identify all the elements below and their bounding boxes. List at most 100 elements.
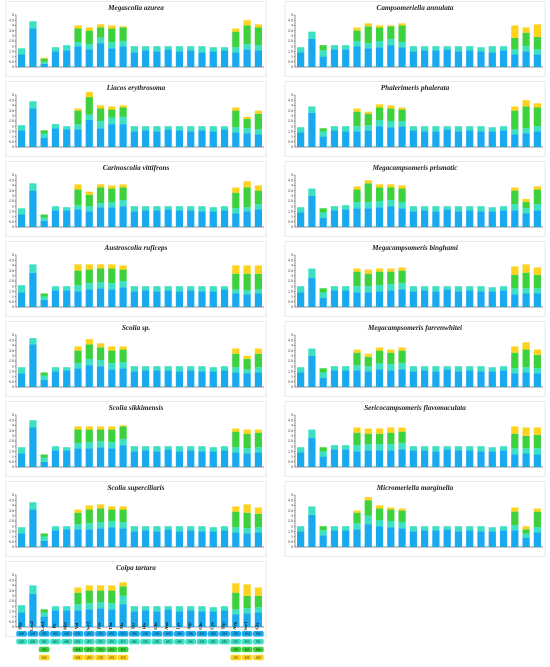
bar-segment bbox=[209, 131, 217, 147]
bar-segment bbox=[29, 272, 37, 307]
codon-label: GGA bbox=[256, 648, 261, 651]
bar-segment bbox=[254, 527, 262, 533]
bar-segment bbox=[85, 585, 93, 591]
bar-segment bbox=[142, 50, 150, 67]
panel-title: Megascolia azurea bbox=[107, 4, 164, 12]
bar-segment bbox=[353, 529, 361, 547]
bar-segment bbox=[319, 288, 327, 293]
bar-segment bbox=[488, 447, 496, 452]
y-tick-label: 1 bbox=[291, 535, 293, 539]
codon-label: UUU bbox=[19, 633, 24, 636]
bar-segment bbox=[454, 526, 463, 532]
bar-segment bbox=[220, 50, 229, 67]
codon-label: GGU bbox=[256, 633, 261, 636]
bar-segment bbox=[198, 286, 206, 292]
bar-segment bbox=[533, 434, 541, 449]
bar-segment bbox=[330, 530, 339, 547]
bar-segment bbox=[187, 50, 195, 67]
bar-segment bbox=[387, 427, 395, 433]
bar-segment bbox=[18, 453, 26, 467]
bar-segment bbox=[364, 23, 372, 27]
y-tick-label: 0.5 bbox=[9, 460, 14, 464]
y-tick-label: 2.5 bbox=[288, 519, 293, 523]
y-tick-label: 3.5 bbox=[288, 429, 293, 433]
y-tick-label: 0.5 bbox=[9, 140, 14, 144]
bar-segment bbox=[319, 50, 327, 57]
bar-segment bbox=[364, 497, 372, 501]
bar-segment bbox=[108, 369, 116, 387]
bar-segment bbox=[18, 214, 26, 227]
bar-segment bbox=[63, 610, 71, 627]
bar-segment bbox=[353, 523, 361, 530]
y-tick-label: 5 bbox=[12, 493, 14, 497]
y-tick-label: 0 bbox=[291, 225, 293, 229]
bar-segment bbox=[243, 133, 251, 147]
bar-segment bbox=[308, 506, 316, 515]
bar-segment bbox=[119, 41, 127, 47]
bar-segment bbox=[96, 37, 105, 44]
panel-title: Megacampsomeris farrenwhitei bbox=[367, 324, 462, 332]
bar-segment bbox=[364, 208, 372, 227]
bar-segment bbox=[319, 451, 327, 457]
bar-segment bbox=[398, 23, 406, 26]
bar-segment bbox=[232, 132, 240, 147]
bar-segment bbox=[421, 370, 429, 387]
bar-segment bbox=[387, 370, 395, 387]
bar-segment bbox=[254, 595, 262, 608]
bar-segment bbox=[130, 126, 138, 132]
bar-segment bbox=[319, 292, 327, 298]
y-tick-label: 2.5 bbox=[288, 119, 293, 123]
bar-segment bbox=[353, 208, 361, 227]
bar-segment bbox=[74, 587, 82, 593]
bar-segment bbox=[421, 286, 429, 291]
bar-segment bbox=[308, 437, 316, 467]
y-tick-label: 1.5 bbox=[288, 530, 293, 534]
bar-segment bbox=[308, 106, 316, 113]
bar-segment bbox=[522, 208, 530, 214]
bar-segment bbox=[511, 426, 519, 434]
bar-segment bbox=[511, 294, 519, 307]
bar-segment bbox=[130, 611, 138, 627]
bar-segment bbox=[85, 191, 93, 195]
bar-segment bbox=[85, 206, 93, 212]
codon-label: UUC bbox=[19, 641, 24, 644]
bar-segment bbox=[29, 344, 37, 387]
bar-segment bbox=[119, 346, 127, 350]
bar-segment bbox=[421, 526, 429, 531]
bar-segment bbox=[51, 530, 60, 547]
bar-segment bbox=[74, 512, 82, 525]
bar-segment bbox=[488, 52, 496, 67]
bar-segment bbox=[319, 456, 327, 467]
bar-segment bbox=[108, 264, 116, 269]
bar-segment bbox=[387, 187, 395, 200]
bar-segment bbox=[254, 265, 262, 274]
bar-segment bbox=[164, 609, 172, 627]
codon-box bbox=[241, 638, 253, 645]
y-tick-label: 3.5 bbox=[9, 349, 14, 353]
bar-segment bbox=[175, 606, 184, 612]
bar-segment bbox=[511, 346, 519, 353]
panel-title: Colpa tartara bbox=[116, 564, 156, 572]
bar-segment bbox=[511, 530, 519, 547]
bar-segment bbox=[254, 429, 262, 433]
bar-segment bbox=[29, 28, 37, 67]
bar-segment bbox=[164, 209, 172, 227]
bar-segment bbox=[74, 346, 82, 351]
bar-segment bbox=[153, 206, 161, 211]
bar-segment bbox=[342, 45, 350, 50]
bar-segment bbox=[375, 201, 384, 208]
bar-segment bbox=[443, 206, 451, 210]
bar-segment bbox=[164, 370, 172, 387]
bar-segment bbox=[243, 265, 251, 274]
bar-segment bbox=[29, 420, 37, 428]
bar-segment bbox=[153, 446, 161, 452]
bar-segment bbox=[209, 47, 217, 52]
bar-segment bbox=[209, 291, 217, 307]
codon-box bbox=[174, 631, 185, 637]
y-tick-label: 0.5 bbox=[288, 300, 293, 304]
bar-segment bbox=[232, 289, 240, 294]
bar-segment bbox=[153, 451, 161, 467]
codon-label: ACA bbox=[109, 648, 114, 651]
codon-box bbox=[38, 654, 50, 661]
bar-segment bbox=[220, 610, 229, 627]
